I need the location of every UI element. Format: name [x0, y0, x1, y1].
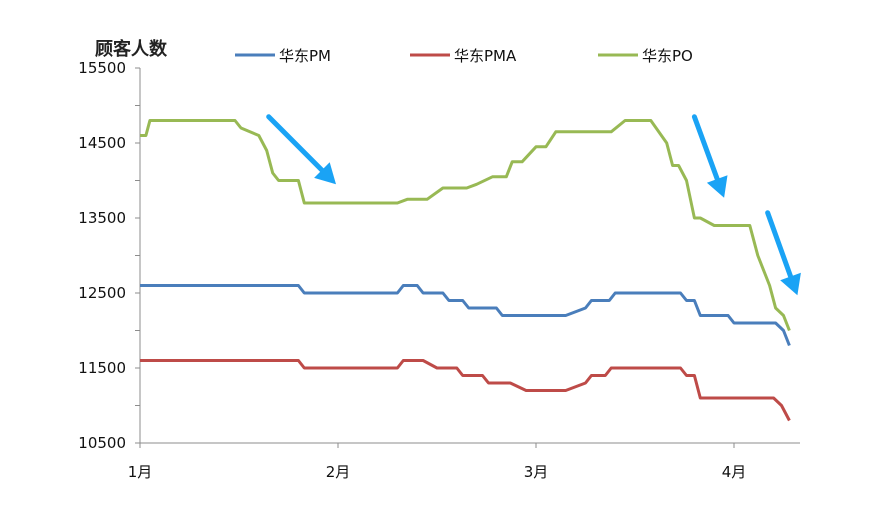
y-tick-label: 15500	[78, 59, 126, 77]
trend-arrow-shaft	[765, 210, 794, 279]
x-tick-label: 1月	[128, 463, 153, 481]
series-line-2	[140, 119, 791, 332]
trend-arrow-head	[780, 272, 801, 296]
series-line-1	[140, 359, 791, 422]
y-tick-label: 13500	[78, 209, 126, 227]
x-tick-label: 3月	[524, 463, 549, 481]
y-tick-label: 10500	[78, 434, 126, 452]
legend: 华东PM 华东PMA 华东PO	[235, 47, 693, 65]
y-axis-title: 顾客人数	[95, 38, 168, 60]
plot-area	[140, 119, 791, 422]
y-tick-label: 14500	[78, 134, 126, 152]
trend-arrow-head	[314, 162, 336, 185]
legend-label: 华东PO	[642, 47, 693, 65]
x-tick-label: 4月	[722, 463, 747, 481]
legend-label: 华东PMA	[454, 47, 517, 65]
y-tick-label: 11500	[78, 359, 126, 377]
trend-arrow-shaft	[691, 114, 720, 182]
trend-arrow-shaft	[266, 114, 325, 173]
y-tick-label: 12500	[78, 284, 126, 302]
legend-label: 华东PM	[279, 47, 331, 65]
trend-arrows	[266, 114, 801, 296]
trend-arrow-head	[706, 175, 728, 198]
x-tick-label: 2月	[326, 463, 351, 481]
series-line-0	[140, 284, 791, 347]
